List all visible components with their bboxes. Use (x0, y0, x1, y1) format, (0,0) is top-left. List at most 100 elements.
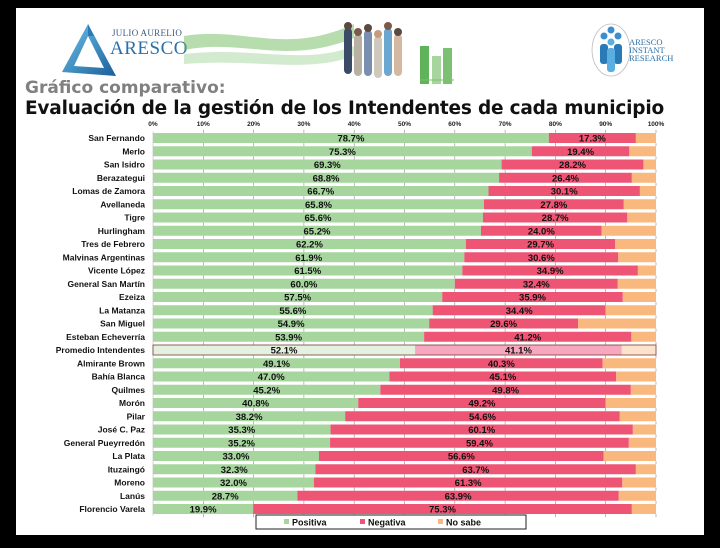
bar-segment-negativa (488, 186, 640, 196)
bar-segment-positiva (153, 371, 390, 382)
category-label: Tigre (124, 213, 145, 223)
x-tick-label: 40% (348, 121, 361, 128)
data-label: 45.1% (489, 372, 516, 383)
aresco-instant-research-logo: ARESCO INSTANT RESEARCH (591, 22, 701, 82)
people-group-icon (591, 23, 631, 77)
category-label: General San Martín (68, 279, 145, 289)
bar-segment-negativa (465, 239, 616, 249)
category-label: Bahía Blanca (92, 372, 146, 382)
data-label: 27.8% (540, 200, 567, 211)
bar-segment-negativa (501, 159, 644, 170)
data-label: 54.9% (278, 319, 305, 330)
bar-segment-negativa (531, 146, 630, 157)
logo-right-text: ARESCO INSTANT RESEARCH (629, 37, 673, 63)
bar-segment-negativa (318, 451, 604, 461)
logo-line: ARESCO (629, 37, 663, 47)
category-label: Promedio Intendentes (56, 345, 146, 355)
category-label: Merlo (122, 146, 145, 156)
bar-segment-negativa (415, 345, 622, 355)
page-title: Evaluación de la gestión de los Intenden… (25, 98, 664, 119)
x-tick-label: 50% (398, 121, 411, 128)
bar-segment-positiva (153, 292, 443, 302)
data-label: 40.8% (242, 399, 269, 410)
data-label: 49.1% (263, 359, 290, 370)
bar-segment-positiva (153, 305, 433, 316)
bar-segment-negativa (548, 133, 636, 143)
bar-segment-negativa (432, 305, 606, 316)
category-label: San Isidro (104, 160, 145, 170)
category-label: Malvinas Argentinas (63, 252, 146, 262)
data-label: 68.8% (313, 173, 340, 184)
bar-segment-negativa (464, 252, 619, 263)
x-tick-label: 30% (297, 121, 310, 128)
bar-segment-negativa (330, 424, 633, 435)
data-label: 49.8% (492, 385, 519, 396)
data-label: 32.3% (221, 465, 248, 476)
bar-segment-positiva (153, 490, 298, 501)
data-label: 61.9% (295, 253, 322, 264)
data-label: 34.4% (506, 306, 533, 317)
bar-segment-negativa (480, 225, 602, 236)
data-label: 35.9% (519, 293, 546, 304)
data-label: 59.4% (466, 438, 493, 449)
people-walking-icon (344, 22, 402, 78)
bar-segment-positiva (153, 186, 489, 196)
highlight-outline (152, 344, 657, 356)
bar-segment-negativa (358, 398, 606, 408)
data-label: 17.3% (579, 134, 606, 145)
data-label: 19.4% (567, 147, 594, 158)
bar-segment-positiva (153, 411, 346, 422)
category-label: Moreno (114, 478, 145, 488)
data-label: 60.0% (290, 279, 317, 290)
data-label: 66.7% (307, 187, 334, 198)
bar-segment-no-sabe (616, 371, 656, 382)
bar-segment-negativa (482, 212, 628, 223)
bar-segment-positiva (153, 477, 314, 488)
bar-segment-negativa (253, 504, 632, 514)
data-label: 41.2% (514, 332, 541, 343)
legend-label: No sabe (446, 518, 481, 528)
bar-segment-no-sabe (617, 278, 656, 289)
bar-segment-negativa (429, 318, 579, 329)
data-label: 52.1% (271, 346, 298, 357)
legend-box (255, 514, 527, 530)
bar-segment-positiva (153, 159, 502, 170)
data-label: 38.2% (236, 412, 263, 423)
bar-segment-no-sabe (605, 398, 656, 408)
data-label: 63.7% (462, 465, 489, 476)
data-label: 62.2% (296, 240, 323, 251)
data-label: 28.7% (212, 491, 239, 502)
bar-segment-positiva (153, 398, 359, 408)
data-label: 30.1% (551, 187, 578, 198)
category-label: Ituzaingó (108, 464, 145, 474)
bar-segment-no-sabe (603, 451, 656, 461)
legend-label: Positiva (292, 518, 328, 528)
bar-segment-no-sabe (637, 265, 656, 276)
bar-segment-no-sabe (618, 490, 656, 501)
x-tick-label: 60% (448, 121, 461, 128)
category-label: Morón (119, 398, 145, 408)
green-wave-icon (184, 24, 354, 51)
bar-segment-no-sabe (623, 199, 656, 210)
data-label: 61.3% (455, 478, 482, 489)
bar-segment-positiva (153, 225, 481, 236)
bar-segment-negativa (297, 490, 619, 501)
bar-segment-positiva (153, 358, 400, 369)
bar-segment-positiva (153, 133, 549, 143)
bar-segment-no-sabe (635, 133, 656, 143)
category-label: Lanús (120, 491, 145, 501)
bar-segment-no-sabe (631, 504, 656, 514)
bar-segment-no-sabe (618, 252, 656, 263)
x-tick-label: 70% (499, 121, 512, 128)
category-label: Ezeiza (119, 292, 145, 302)
data-label: 30.6% (528, 253, 555, 264)
x-tick-label: 80% (549, 121, 562, 128)
bar-segment-positiva (153, 212, 483, 223)
x-tick-label: 20% (247, 121, 260, 128)
subtitle: Gráfico comparativo: (25, 78, 226, 98)
bar-segment-positiva (153, 265, 463, 276)
bar-segment-negativa (345, 411, 620, 422)
category-label: Avellaneda (100, 199, 145, 209)
data-label: 78.7% (337, 134, 364, 145)
